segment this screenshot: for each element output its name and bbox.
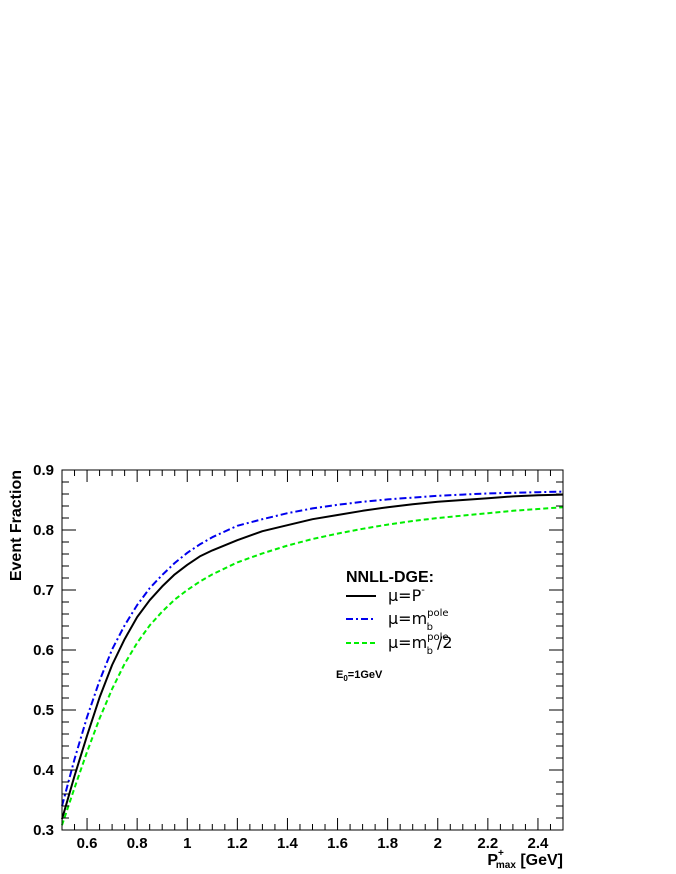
- x-axis-label: P+ max [GeV]: [487, 848, 563, 871]
- plot-frame: [61, 469, 564, 831]
- x-tick-label: 2: [434, 835, 442, 852]
- x-tick-label: 0.8: [127, 835, 148, 852]
- y-tick-label: 0.6: [33, 642, 54, 659]
- x-tick-label: 1.2: [227, 835, 248, 852]
- legend-label-2: μ=mpole b/2: [388, 632, 453, 657]
- series-line-2: [61, 506, 564, 826]
- x-tick-label: 1.4: [277, 835, 299, 852]
- x-tick-label: 2.4: [528, 835, 550, 852]
- x-tick-label: 1.8: [377, 835, 398, 852]
- x-tick-label: 1: [183, 835, 191, 852]
- y-ticks: 0.3 0.4 0.5 0.6 0.7 0.8 0.9: [33, 462, 563, 839]
- legend-label-0: μ=P-: [388, 585, 425, 605]
- y-tick-label: 0.5: [33, 702, 54, 719]
- curves: [61, 490, 564, 826]
- legend-label-1: μ=mpole b: [388, 608, 449, 633]
- annotation-e0: E0=1GeV: [336, 669, 383, 683]
- y-tick-label: 0.7: [33, 582, 54, 599]
- x-tick-label: 1.6: [327, 835, 348, 852]
- x-tick-label: 0.6: [77, 835, 98, 852]
- x-tick-label: 2.2: [477, 835, 498, 852]
- legend: NNLL-DGE: μ=P- μ=mpole b μ=mpole b/2: [346, 569, 453, 657]
- y-tick-label: 0.9: [33, 462, 54, 479]
- y-tick-label: 0.8: [33, 522, 54, 539]
- y-axis-label: Event Fraction: [8, 470, 25, 581]
- legend-title: NNLL-DGE:: [346, 569, 434, 586]
- series-line-1: [61, 490, 564, 807]
- y-tick-label: 0.4: [33, 762, 55, 779]
- series-line-0: [61, 493, 564, 820]
- x-ticks: 0.6 0.8 1 1.2 1.4 1.6 1.8 2 2.2 2.4: [61, 470, 564, 852]
- y-tick-label: 0.3: [33, 822, 54, 839]
